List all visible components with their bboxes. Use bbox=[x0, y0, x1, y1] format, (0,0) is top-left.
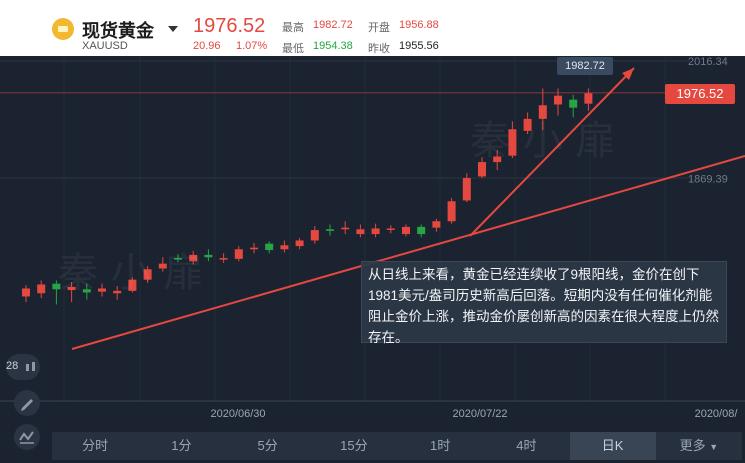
x-tick-label: 2020/07/22 bbox=[452, 408, 507, 420]
candle-body bbox=[371, 228, 380, 235]
draw-tool-button[interactable] bbox=[14, 390, 40, 416]
candle-body bbox=[265, 243, 274, 251]
candle-body bbox=[52, 283, 61, 290]
high-label: 最高 bbox=[282, 22, 304, 34]
candle-body bbox=[493, 156, 502, 163]
y-tick-label: 1869.39 bbox=[688, 174, 728, 186]
candle-body bbox=[158, 263, 167, 269]
x-tick-label: 2020/06/30 bbox=[210, 408, 265, 420]
symbol-code: XAUUSD bbox=[82, 40, 128, 52]
timeframe-tabs: 分时 1分 5分 15分 1时 4时 日K 更多 ▼ bbox=[52, 432, 742, 460]
x-tick-label: 2020/08/ bbox=[695, 408, 739, 420]
quote-header: 现货黄金 XAUUSD 1976.52 20.96 1.07% 最高 1982.… bbox=[0, 0, 745, 56]
candle-body bbox=[584, 93, 593, 104]
open-label: 开盘 bbox=[368, 22, 390, 34]
price-change: 20.96 bbox=[193, 40, 221, 52]
candle-body bbox=[204, 254, 213, 258]
candle-body bbox=[113, 290, 122, 294]
high-marker-tag: 1982.72 bbox=[557, 57, 613, 75]
tab-daily[interactable]: 日K bbox=[569, 432, 656, 460]
tab-4hour[interactable]: 4时 bbox=[516, 438, 537, 453]
last-price-tag: 1976.52 bbox=[665, 84, 735, 104]
tab-1hour[interactable]: 1时 bbox=[430, 438, 451, 453]
candle-body bbox=[234, 249, 243, 259]
wave-icon bbox=[19, 431, 34, 444]
candle-body bbox=[174, 258, 182, 260]
analysis-annotation: 从日线上来看，黄金已经连续收了9根阳线，金价在创下1981美元/盎司历史新高后回… bbox=[361, 261, 727, 345]
prev-close-label: 昨收 bbox=[368, 43, 390, 55]
trend-arrow-line bbox=[469, 67, 635, 237]
candle-body bbox=[219, 258, 228, 260]
low-value: 1954.38 bbox=[313, 40, 353, 52]
candle-body bbox=[189, 254, 198, 262]
candle-body bbox=[128, 279, 137, 291]
candle-body bbox=[386, 228, 395, 230]
candle-body bbox=[569, 99, 578, 108]
candle-body bbox=[341, 227, 350, 230]
candle-body bbox=[326, 229, 334, 231]
tab-1min[interactable]: 1分 bbox=[171, 438, 192, 453]
candle-body bbox=[432, 221, 441, 228]
tab-timeshare[interactable]: 分时 bbox=[82, 438, 109, 453]
tab-more[interactable]: 更多 ▼ bbox=[656, 432, 742, 460]
candle-body bbox=[402, 226, 410, 235]
price-change-pct: 1.07% bbox=[236, 40, 268, 52]
candle-body bbox=[538, 105, 547, 119]
candle-body bbox=[554, 95, 562, 105]
indicator-tool-button[interactable] bbox=[14, 424, 40, 450]
candle-body bbox=[67, 286, 76, 291]
candle-body bbox=[250, 247, 258, 250]
high-value: 1982.72 bbox=[313, 19, 353, 31]
y-tick-label: 2016.34 bbox=[688, 56, 728, 68]
candle-body bbox=[310, 230, 319, 241]
tab-5min[interactable]: 5分 bbox=[257, 438, 278, 453]
candle-body bbox=[478, 162, 486, 177]
candle-body bbox=[417, 226, 426, 235]
current-price: 1976.52 bbox=[193, 15, 266, 37]
tab-more-label: 更多 bbox=[679, 438, 706, 453]
watermark-logo: 秦 小 扉 bbox=[470, 118, 616, 164]
candle-body bbox=[37, 284, 46, 294]
prev-close-value: 1955.56 bbox=[399, 40, 439, 52]
arrow-head-icon bbox=[622, 68, 634, 80]
candle-body bbox=[523, 118, 532, 131]
gold-bar-icon bbox=[52, 18, 74, 40]
chevron-down-icon: ▼ bbox=[709, 442, 719, 452]
indicator-count: 28 bbox=[6, 360, 19, 372]
candle-body bbox=[82, 289, 91, 293]
candlestick-chart[interactable]: 2016.34 1869.39 2020/06/30 2020/07/22 2020/0… bbox=[0, 56, 745, 432]
candle-body bbox=[356, 229, 365, 235]
candle-body bbox=[143, 269, 152, 280]
watermark-logo: 秦 小 扉 bbox=[58, 250, 204, 296]
candle-icon bbox=[26, 362, 35, 371]
candle-body bbox=[295, 240, 304, 247]
candle-body bbox=[508, 129, 517, 156]
indicator-count-button[interactable]: 28 bbox=[6, 354, 40, 380]
low-label: 最低 bbox=[282, 43, 304, 55]
symbol-name[interactable]: 现货黄金 bbox=[82, 21, 154, 41]
open-value: 1956.88 bbox=[399, 19, 439, 31]
candle-body bbox=[98, 288, 106, 292]
tab-15min[interactable]: 15分 bbox=[340, 438, 368, 453]
candle-body bbox=[280, 245, 289, 250]
candle-body bbox=[447, 201, 456, 222]
candle-body bbox=[22, 288, 30, 297]
pencil-icon bbox=[21, 399, 33, 411]
candle-body bbox=[462, 178, 471, 201]
support-trendline bbox=[71, 155, 745, 350]
chevron-down-icon[interactable] bbox=[168, 26, 178, 32]
